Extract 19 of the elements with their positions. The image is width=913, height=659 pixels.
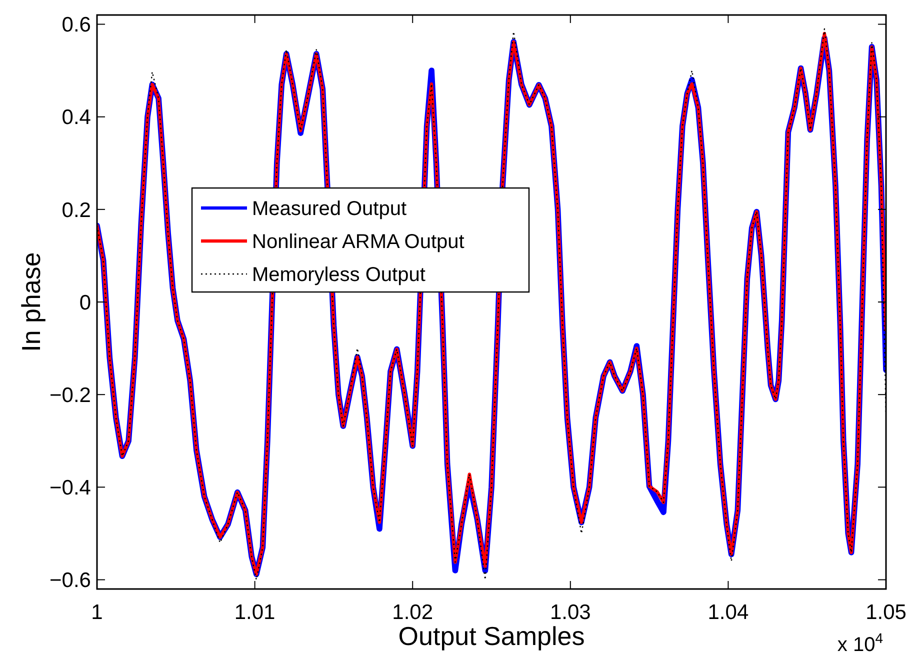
y-tick-label: −0.6 xyxy=(50,569,91,592)
y-tick-label: 0.2 xyxy=(62,198,91,222)
x-tick-label: 1 xyxy=(91,601,103,624)
y-tick-label: 0.6 xyxy=(62,14,91,37)
legend-label: Memoryless Output xyxy=(252,264,426,286)
legend-label: Nonlinear ARMA Output xyxy=(252,231,465,253)
y-tick-label: −0.2 xyxy=(50,384,91,407)
x-tick-label: 1.02 xyxy=(392,601,434,624)
y-axis-title: In phase xyxy=(16,252,46,352)
x-tick-label: 1.04 xyxy=(708,601,749,624)
x-tick-label: 1.01 xyxy=(234,601,276,624)
y-tick-label: 0.4 xyxy=(62,106,92,130)
x-tick-label: 1.03 xyxy=(550,601,591,624)
text: x 10$^{4}$ xyxy=(837,630,884,656)
x-axis-title: Output Samples xyxy=(398,621,585,651)
legend-label: Measured Output xyxy=(252,198,407,220)
y-tick-label: −0.4 xyxy=(50,476,92,500)
y-tick-label: 0 xyxy=(79,291,91,314)
x-tick-label: 1.05 xyxy=(866,601,906,624)
